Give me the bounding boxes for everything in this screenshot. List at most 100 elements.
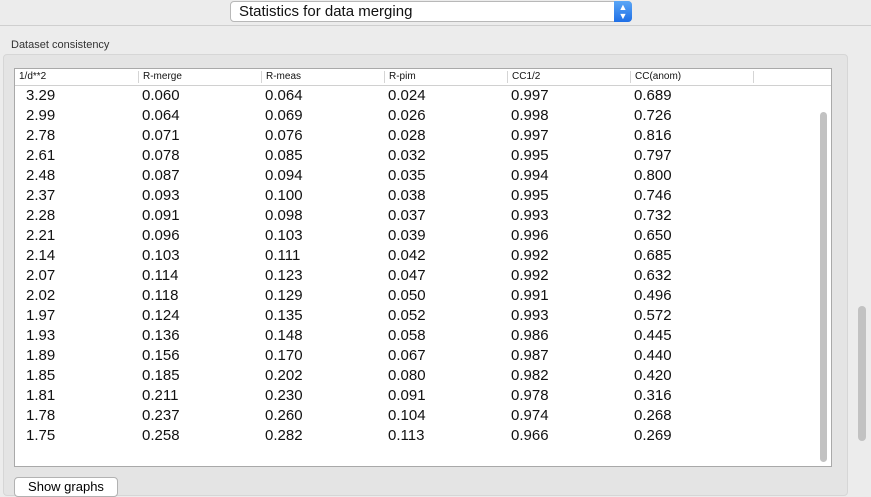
table-row[interactable]: 2.61 0.078 0.085 0.032 0.995 0.797: [15, 146, 815, 166]
column-header[interactable]: 1/d**2: [19, 71, 47, 82]
table-cell: 0.996: [511, 227, 549, 244]
table-cell: 0.986: [511, 327, 549, 344]
table-cell: 0.058: [388, 327, 426, 344]
table-cell: 0.997: [511, 127, 549, 144]
table-cell: 1.85: [26, 367, 56, 384]
table-cell: 0.104: [388, 407, 426, 424]
table-cell: 0.100: [265, 187, 303, 204]
table-cell: 0.260: [265, 407, 303, 424]
table-cell: 0.113: [388, 427, 425, 444]
table-cell: 0.111: [265, 247, 301, 264]
table-cell: 0.994: [511, 167, 549, 184]
table-row[interactable]: 2.14 0.103 0.111 0.042 0.992 0.685: [15, 246, 815, 266]
table-cell: 0.440: [634, 347, 672, 364]
table-cell: 0.129: [265, 287, 303, 304]
table-cell: 0.987: [511, 347, 549, 364]
table-cell: 0.050: [388, 287, 426, 304]
table-cell: 0.974: [511, 407, 549, 424]
table-row[interactable]: 2.21 0.096 0.103 0.039 0.996 0.650: [15, 226, 815, 246]
column-header[interactable]: CC(anom): [630, 71, 681, 83]
table-row[interactable]: 1.78 0.237 0.260 0.104 0.974 0.268: [15, 406, 815, 426]
table-cell: 2.37: [26, 187, 56, 204]
table-row[interactable]: 2.02 0.118 0.129 0.050 0.991 0.496: [15, 286, 815, 306]
table-cell: 0.091: [142, 207, 180, 224]
table-cell: 0.732: [634, 207, 672, 224]
table-cell: 0.978: [511, 387, 549, 404]
table-cell: 2.99: [26, 107, 56, 124]
table-cell: 0.064: [142, 107, 180, 124]
table-row[interactable]: 3.29 0.060 0.064 0.024 0.997 0.689: [15, 86, 815, 106]
table-cell: 0.067: [388, 347, 426, 364]
table-cell: 0.080: [388, 367, 426, 384]
table-cell: 0.991: [511, 287, 549, 304]
table-cell: 0.028: [388, 127, 426, 144]
table-cell: 0.992: [511, 267, 549, 284]
table-row[interactable]: 1.93 0.136 0.148 0.058 0.986 0.445: [15, 326, 815, 346]
page-scrollbar-thumb[interactable]: [858, 306, 866, 441]
table-cell: 0.069: [265, 107, 303, 124]
table-row[interactable]: 1.85 0.185 0.202 0.080 0.982 0.420: [15, 366, 815, 386]
table-cell: 2.14: [26, 247, 56, 264]
table-cell: 0.093: [142, 187, 180, 204]
table-row[interactable]: 1.75 0.258 0.282 0.113 0.966 0.269: [15, 426, 815, 446]
table-cell: 0.496: [634, 287, 672, 304]
table-cell: 2.21: [26, 227, 56, 244]
column-header[interactable]: R-pim: [384, 71, 416, 83]
table-cell: 0.114: [142, 267, 179, 284]
table-cell: 2.48: [26, 167, 56, 184]
column-header[interactable]: R-merge: [138, 71, 182, 83]
table-cell: 0.098: [265, 207, 303, 224]
table-row[interactable]: 1.81 0.211 0.230 0.091 0.978 0.316: [15, 386, 815, 406]
group-title: Dataset consistency: [11, 39, 110, 51]
table-cell: 0.316: [634, 387, 672, 404]
table-cell: 1.89: [26, 347, 56, 364]
table-row[interactable]: 2.28 0.091 0.098 0.037 0.993 0.732: [15, 206, 815, 226]
table-cell: 0.572: [634, 307, 672, 324]
table-row[interactable]: 2.37 0.093 0.100 0.038 0.995 0.746: [15, 186, 815, 206]
table-cell: 0.038: [388, 187, 426, 204]
column-header[interactable]: CC1/2: [507, 71, 540, 83]
table-cell: 0.995: [511, 147, 549, 164]
table-cell: 0.992: [511, 247, 549, 264]
table-row[interactable]: 1.97 0.124 0.135 0.052 0.993 0.572: [15, 306, 815, 326]
show-graphs-button[interactable]: Show graphs: [14, 477, 118, 497]
table-cell: 0.052: [388, 307, 426, 324]
table-cell: 0.420: [634, 367, 672, 384]
table-cell: 0.035: [388, 167, 426, 184]
table-cell: 0.024: [388, 87, 426, 104]
table-cell: 0.230: [265, 387, 303, 404]
table-row[interactable]: 2.07 0.114 0.123 0.047 0.992 0.632: [15, 266, 815, 286]
table-row[interactable]: 1.89 0.156 0.170 0.067 0.987 0.440: [15, 346, 815, 366]
page-scrollbar[interactable]: [857, 0, 869, 484]
table-row[interactable]: 2.48 0.087 0.094 0.035 0.994 0.800: [15, 166, 815, 186]
table-cell: 0.135: [265, 307, 303, 324]
table-cell: 0.071: [142, 127, 180, 144]
table-scrollbar[interactable]: [819, 86, 828, 463]
table-cell: 0.136: [142, 327, 180, 344]
table-row[interactable]: 2.78 0.071 0.076 0.028 0.997 0.816: [15, 126, 815, 146]
table-scrollbar-thumb[interactable]: [820, 112, 827, 462]
table-cell: 0.123: [265, 267, 303, 284]
table-row[interactable]: 2.99 0.064 0.069 0.026 0.998 0.726: [15, 106, 815, 126]
table-cell: 0.170: [265, 347, 303, 364]
table-cell: 1.97: [26, 307, 56, 324]
table-cell: 0.800: [634, 167, 672, 184]
view-selector[interactable]: Statistics for data merging ▲ ▼: [230, 1, 632, 22]
view-selector-value: Statistics for data merging: [239, 3, 413, 20]
table-cell: 0.037: [388, 207, 426, 224]
table-cell: 0.993: [511, 207, 549, 224]
table-cell: 0.282: [265, 427, 303, 444]
table-cell: 0.995: [511, 187, 549, 204]
table-cell: 0.685: [634, 247, 672, 264]
table-cell: 0.998: [511, 107, 549, 124]
column-header[interactable]: R-meas: [261, 71, 301, 83]
table-cell: 2.78: [26, 127, 56, 144]
table-cell: 0.797: [634, 147, 672, 164]
statistics-table: 1/d**2 R-merge R-meas R-pim CC1/2 CC(anom) 3.…: [14, 68, 832, 467]
table-cell: 0.076: [265, 127, 303, 144]
table-cell: 0.269: [634, 427, 672, 444]
table-cell: 0.993: [511, 307, 549, 324]
table-cell: 0.237: [142, 407, 180, 424]
table-cell: 0.632: [634, 267, 672, 284]
table-cell: 0.091: [388, 387, 426, 404]
